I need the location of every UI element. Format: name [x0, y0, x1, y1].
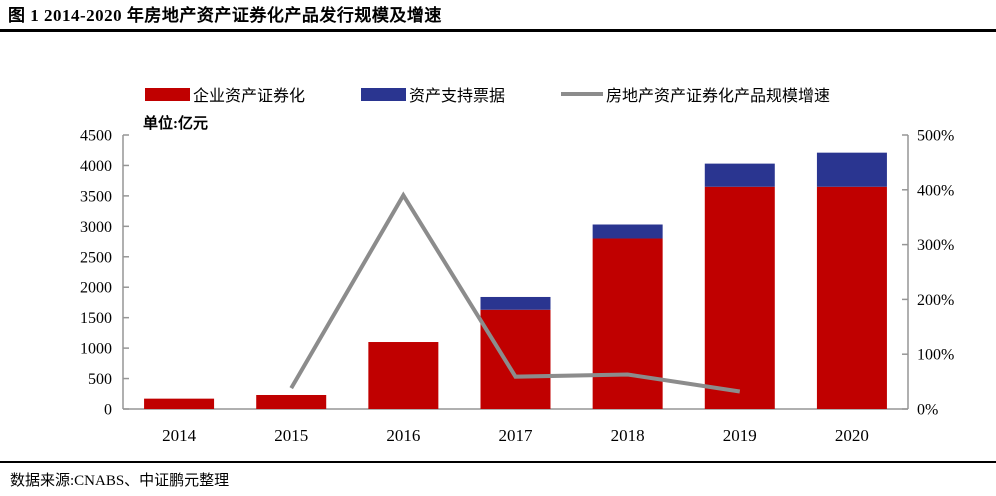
legend-label-growth-rate: 房地产资产证券化产品规模增速 [606, 88, 831, 105]
x-axis-label-2020: 2020 [835, 426, 869, 445]
y-axis-left-tick-label: 500 [88, 371, 112, 388]
legend-item-corporate-abs: 企业资产证券化 [145, 82, 305, 106]
y-axis-right-tick-label: 0% [917, 402, 938, 419]
y-axis-right-tick-label: 500% [917, 128, 954, 145]
legend-item-growth-rate: 房地产资产证券化产品规模增速 [561, 82, 830, 106]
bar-segment-资产支持票据-2019 [704, 163, 775, 187]
x-axis-label-2018: 2018 [611, 426, 645, 445]
legend-label-abn: 资产支持票据 [409, 88, 506, 105]
y-axis-left-tick-label: 3500 [80, 188, 112, 205]
bar-segment-企业资产证券化-2016 [368, 342, 439, 409]
bar-segment-企业资产证券化-2014 [144, 398, 215, 409]
bar-segment-资产支持票据-2017 [480, 296, 551, 310]
bar-segment-企业资产证券化-2017 [480, 309, 551, 409]
y-axis-left-tick-label: 3000 [80, 219, 112, 236]
figure-title: 图 1 2014-2020 年房地产资产证券化产品发行规模及增速 [8, 6, 442, 25]
bar-segment-企业资产证券化-2020 [816, 186, 887, 409]
x-axis-label-2019: 2019 [723, 426, 757, 445]
y-axis-left-tick-label: 2500 [80, 249, 112, 266]
y-axis-left-tick-label: 2000 [80, 280, 112, 297]
y-axis-left-tick-label: 4500 [80, 128, 112, 145]
data-source: 数据来源:CNABS、中证鹏元整理 [10, 473, 230, 489]
y-axis-left-tick-label: 0 [104, 402, 112, 419]
y-axis-left-tick-label: 1500 [80, 310, 112, 327]
bar-segment-资产支持票据-2020 [816, 152, 887, 187]
x-axis-label-2017: 2017 [499, 426, 534, 445]
y-axis-right-tick-label: 200% [917, 292, 954, 309]
gray-line-swatch-icon [561, 92, 604, 96]
red-bar-swatch-icon [145, 87, 190, 101]
bar-segment-资产支持票据-2018 [592, 224, 663, 239]
x-axis-label-2016: 2016 [386, 426, 420, 445]
legend-label-corporate-abs: 企业资产证券化 [193, 88, 306, 105]
unit-label: 单位:亿元 [143, 116, 208, 132]
blue-bar-swatch-icon [361, 87, 407, 101]
bar-segment-企业资产证券化-2015 [256, 394, 327, 409]
y-axis-right-tick-label: 400% [917, 182, 954, 199]
bar-segment-企业资产证券化-2018 [592, 238, 663, 409]
y-axis-left-tick-label: 1000 [80, 341, 112, 358]
x-axis-label-2015: 2015 [274, 426, 308, 445]
legend-item-abn: 资产支持票据 [361, 82, 505, 106]
bar-segment-企业资产证券化-2019 [704, 186, 775, 409]
y-axis-right-tick-label: 300% [917, 237, 954, 254]
footer-divider [0, 461, 996, 463]
y-axis-left-tick-label: 4000 [80, 158, 112, 175]
chart-legend: 企业资产证券化 资产支持票据 房地产资产证券化产品规模增速 [145, 82, 830, 106]
y-axis-right-tick-label: 100% [917, 347, 954, 364]
title-divider [0, 29, 996, 32]
growth-rate-line [289, 191, 741, 394]
x-axis-label-2014: 2014 [162, 426, 197, 445]
